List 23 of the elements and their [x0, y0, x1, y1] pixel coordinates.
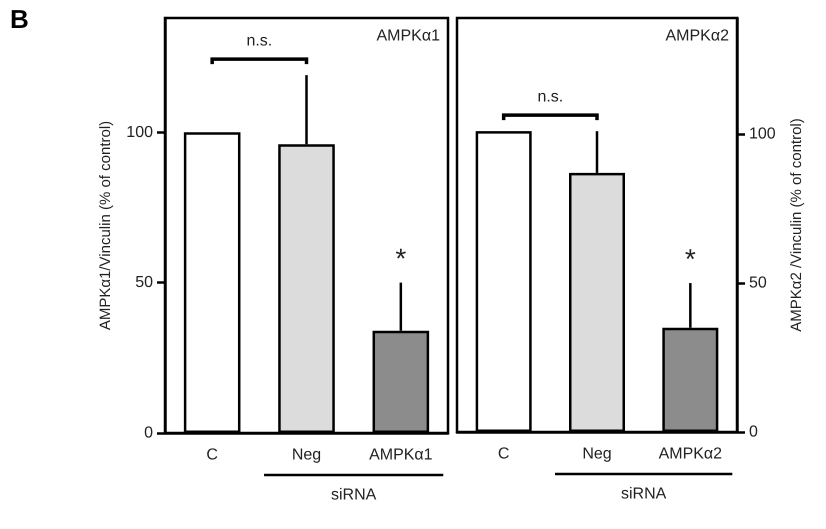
y2-axis-title: AMPKα2 /Vinculin (% of control): [788, 118, 805, 332]
y-axis-title: AMPKα1/Vinculin (% of control): [97, 120, 114, 330]
y-tick-label: 100: [126, 124, 154, 141]
y2-tick-label: 100: [749, 126, 776, 143]
text: AMPKα1: [376, 28, 440, 44]
x-tick-label: AMPKα2: [658, 446, 722, 462]
x-tick-label: Neg: [582, 446, 612, 462]
x-axis-title: siRNA: [620, 486, 667, 502]
y-tick-label: 0: [144, 424, 154, 442]
x-tick-label: C: [498, 446, 510, 462]
x-axis-title: siRNA: [330, 486, 377, 504]
x-tick-label: Neg: [292, 446, 322, 464]
annotation: n.s.: [246, 32, 272, 50]
y2-tick-label: 0: [749, 424, 758, 440]
annotation: n.s.: [537, 88, 564, 106]
x-tick-label: AMPKα1: [369, 446, 433, 464]
y2-tick-label: 50: [749, 274, 767, 292]
x-tick-label: C: [206, 446, 218, 464]
annotation: *: [684, 244, 696, 275]
y-tick-label: 50: [135, 274, 154, 292]
annotation: *: [395, 243, 406, 274]
text: AMPKα2: [666, 28, 730, 44]
text: B: [10, 4, 29, 34]
